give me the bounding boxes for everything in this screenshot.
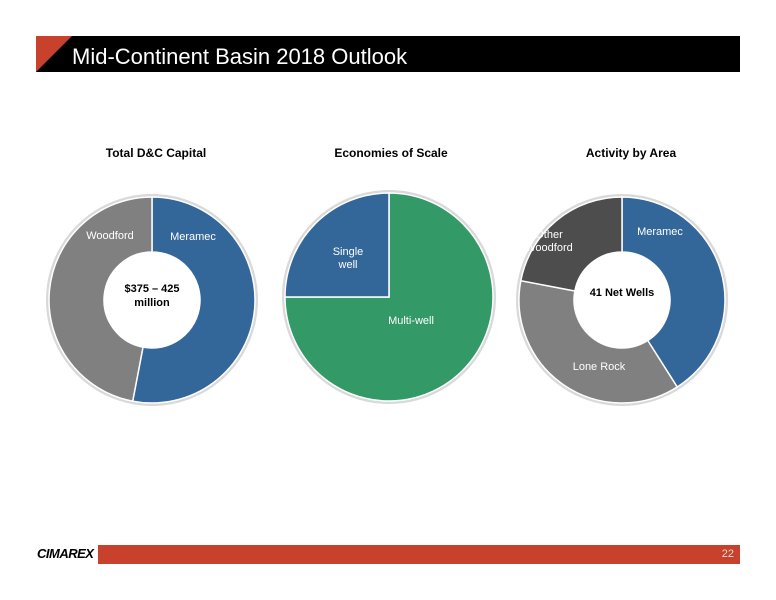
page-number: 22	[721, 548, 734, 560]
pie-slice-woodford	[48, 196, 153, 403]
slice-label-single-well: Single well	[333, 246, 364, 271]
page-title: Mid-Continent Basin 2018 Outlook	[72, 44, 408, 69]
slice-label-other-woodford: Other Woodford	[525, 229, 573, 254]
center-label: $375 – 425 million	[124, 283, 179, 309]
pie-slice-meramec	[621, 196, 726, 389]
center-label: 41 Net Wells	[590, 287, 655, 299]
title-accent-shape	[36, 36, 72, 72]
pie-slice-lone-rock	[518, 279, 679, 404]
slice-label-meramec: Meramec	[170, 231, 216, 243]
chart-title-activity-by-area: Activity by Area	[585, 146, 677, 160]
pie-slice-multi-well	[284, 192, 494, 402]
cimarex-logo: CIMAREX	[35, 544, 95, 564]
chart-title-dc-capital: Total D&C Capital	[105, 146, 207, 160]
logo-text: CIMAREX	[37, 546, 94, 561]
pie-slice-other-woodford	[519, 196, 623, 292]
pie-slice-meramec	[131, 196, 256, 404]
slice-label-woodford: Woodford	[86, 230, 134, 242]
slice-label-meramec: Meramec	[637, 226, 683, 238]
chart-ring	[282, 190, 496, 404]
chart-title-economies-of-scale: Economies of Scale	[334, 146, 448, 160]
chart-ring	[516, 194, 728, 406]
slice-label-lone-rock: Lone Rock	[573, 361, 626, 373]
pie-slice-single-well	[284, 192, 390, 298]
chart-ring	[46, 194, 258, 406]
footer-bar	[98, 545, 740, 564]
title-bar	[36, 36, 740, 72]
slice-label-multi-well: Multi-well	[388, 315, 434, 327]
